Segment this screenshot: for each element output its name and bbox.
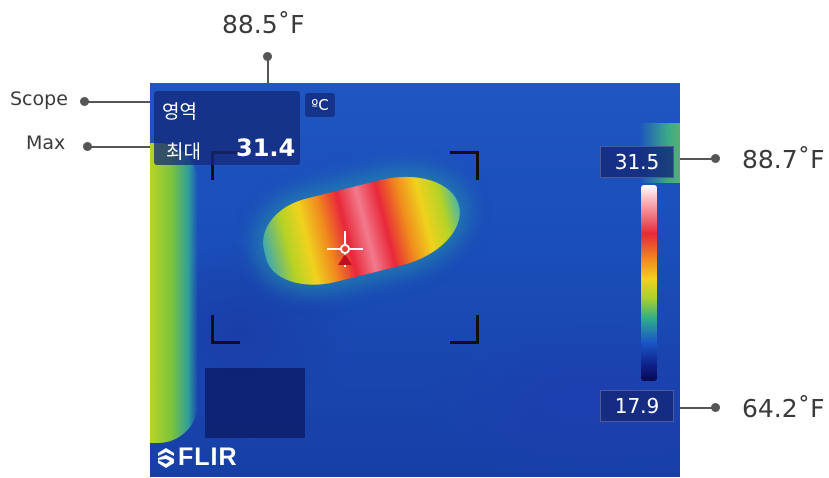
- scale-top-line: [672, 158, 716, 160]
- scope-bracket-bottom-left: [211, 315, 240, 344]
- unit-indicator: ºC: [305, 93, 335, 117]
- max-reading-value: 31.4: [236, 134, 296, 162]
- top-temperature-label: 88.5˚F: [222, 10, 305, 39]
- region-label: 영역: [162, 101, 197, 123]
- flir-logo: FLIR: [156, 443, 238, 472]
- warm-region-left: [150, 143, 198, 443]
- scale-top-fahrenheit-label: 88.7˚F: [742, 145, 825, 174]
- scope-dot: [80, 97, 89, 106]
- scale-bottom-fahrenheit-label: 64.2˚F: [742, 394, 825, 423]
- max-dot: [83, 142, 92, 151]
- brand-text: FLIR: [178, 443, 238, 471]
- measurement-info-box: 영역 최대 31.4: [154, 91, 300, 165]
- scope-bracket-top-right: [450, 151, 479, 180]
- max-line: [88, 146, 178, 148]
- flir-logo-icon: [158, 447, 174, 468]
- max-reading-label: 최대: [166, 141, 201, 163]
- color-scale-bar: [641, 185, 657, 381]
- crosshair-icon: [327, 231, 363, 267]
- thermal-image-display: 영역 최대 31.4 ºC 31.5 17.9 FLIR: [150, 83, 680, 477]
- scale-bottom-line: [672, 407, 716, 409]
- scope-line: [85, 101, 170, 103]
- scope-label: Scope: [10, 88, 68, 110]
- scope-bracket-bottom-right: [450, 315, 479, 344]
- hot-object: [254, 163, 470, 297]
- cold-region: [205, 368, 305, 438]
- scale-bottom-value: 17.9: [600, 390, 674, 422]
- scale-top-value: 31.5: [600, 146, 674, 178]
- max-label: Max: [26, 132, 66, 154]
